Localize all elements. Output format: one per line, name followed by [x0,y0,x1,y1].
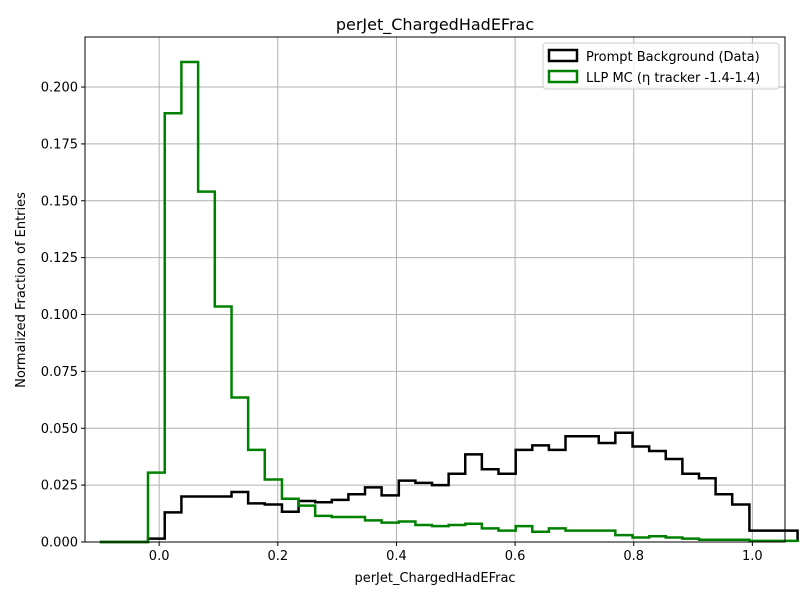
y-tick-label: 0.100 [41,308,78,323]
y-tick-label: 0.000 [41,536,78,551]
y-tick-label: 0.075 [41,365,78,380]
y-tick-label: 0.125 [41,251,78,266]
prompt-background-histogram [99,431,799,544]
llp-mc-histogram [99,60,799,544]
x-tick-label: 0.8 [623,549,644,564]
x-tick-label: 0.4 [386,549,407,564]
x-axis-label: perJet_ChargedHadEFrac [354,571,515,586]
y-tick-label: 0.175 [41,137,78,152]
y-axis-label: Normalized Fraction of Entries [14,192,29,388]
x-tick-label: 0.2 [267,549,288,564]
x-tick-label: 0.6 [505,549,526,564]
legend-swatch-llp-mc [547,69,579,84]
legend-label-llp-mc: LLP MC (η tracker -1.4-1.4) [586,71,760,86]
legend-swatch-prompt-background [547,48,579,63]
series-layer [99,60,799,544]
plot-frame [84,36,786,543]
x-tick-label: 1.0 [742,549,763,564]
chart-title: perJet_ChargedHadEFrac [336,15,534,35]
y-tick-label: 0.050 [41,422,78,437]
legend-box [542,42,780,90]
legend-label-prompt-background: Prompt Background (Data) [586,50,760,65]
y-tick-label: 0.150 [41,194,78,209]
x-axis: 0.0 0.2 0.4 0.6 0.8 1.0 [149,542,763,564]
x-tick-label: 0.0 [149,549,170,564]
y-tick-label: 0.025 [41,479,78,494]
grid [85,37,785,543]
y-tick-label: 0.200 [41,81,78,96]
y-axis: 0.000 0.025 0.050 0.075 0.100 0.125 0.150 0.175… [41,81,85,551]
legend: Prompt Background (Data) LLP MC (η track… [542,42,780,90]
